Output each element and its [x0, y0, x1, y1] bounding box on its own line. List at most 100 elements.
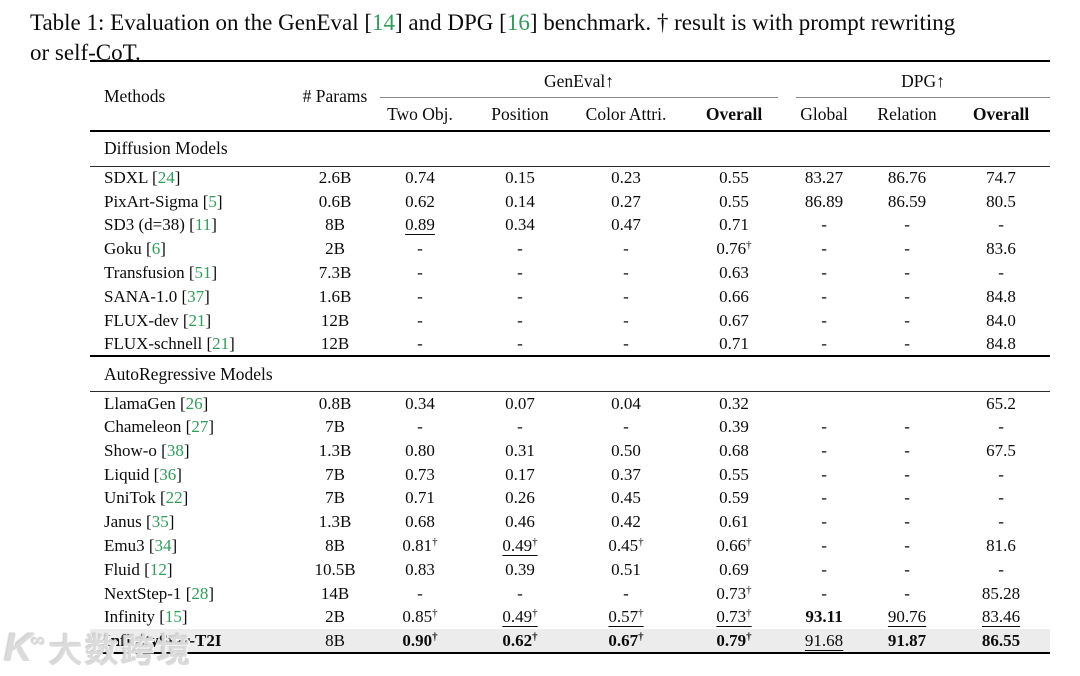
metric-value: -: [904, 464, 910, 484]
value-cell: 0.49†: [470, 534, 570, 558]
value-cell: -: [952, 487, 1050, 511]
section-row: AutoRegressive Models: [90, 355, 1051, 392]
params-cell: 8B: [325, 215, 345, 235]
metric-value: -: [821, 464, 827, 484]
value-cell: -: [370, 237, 470, 261]
citation-link[interactable]: 21: [188, 310, 206, 330]
table-row: Fluid [12] 10.5B 0.83 0.39 0.51 0.69 - - -: [90, 558, 1050, 582]
citation-link[interactable]: 38: [166, 440, 184, 460]
metric-value: -: [623, 333, 629, 353]
metric-value: -: [821, 417, 827, 437]
method-cell: FLUX-schnell [21]: [104, 333, 235, 353]
citation-link[interactable]: 37: [187, 286, 205, 306]
metric-value: 84.8: [986, 333, 1016, 353]
citation-link[interactable]: 12: [149, 559, 167, 579]
metric-value: 0.73†: [716, 607, 752, 627]
metric-value: -: [517, 417, 523, 437]
metric-value: -: [417, 239, 423, 259]
metric-value: 84.0: [986, 310, 1016, 330]
method-name: InfinityStar-T2I: [104, 630, 222, 650]
metric-value: -: [821, 263, 827, 283]
citation-link[interactable]: 36: [159, 464, 177, 484]
metric-value: -: [904, 263, 910, 283]
value-cell: 86.55: [952, 629, 1050, 653]
metric-value: -: [904, 310, 910, 330]
citation-link[interactable]: 11: [194, 215, 212, 235]
citation-link[interactable]: 24: [157, 168, 175, 188]
col-header-params: # Params: [300, 61, 370, 132]
geneval-group-label: GenEval↑: [380, 71, 779, 98]
citation-link[interactable]: 22: [165, 488, 183, 508]
metric-value: 0.49†: [502, 607, 538, 627]
metric-value: -: [821, 215, 827, 235]
metric-value: 74.7: [986, 168, 1016, 188]
dagger-mark: †: [746, 630, 752, 643]
value-cell: -: [570, 415, 682, 439]
value-cell: 0.14: [470, 190, 570, 214]
value-cell: -: [470, 237, 570, 261]
citation-link[interactable]: 35: [151, 512, 169, 532]
metric-value: 0.74: [405, 168, 435, 188]
value-cell: 0.50: [570, 439, 682, 463]
metric-value: -: [517, 310, 523, 330]
value-cell: -: [370, 285, 470, 309]
value-cell: -: [786, 214, 862, 238]
method-cell: Goku [6]: [104, 239, 166, 259]
method-name: Transfusion: [104, 263, 185, 283]
citation-link[interactable]: 26: [185, 393, 203, 413]
value-cell: 80.5: [952, 190, 1050, 214]
citation-link[interactable]: 28: [191, 583, 209, 603]
metric-value: 86.76: [887, 168, 927, 188]
table-row: SDXL [24] 2.6B 0.74 0.15 0.23 0.55 83.27 86.76 7…: [90, 166, 1050, 190]
value-cell: 86.76: [862, 166, 952, 190]
value-cell: 0.34: [370, 391, 470, 415]
citation-link[interactable]: 15: [164, 607, 182, 627]
metric-value: -: [417, 333, 423, 353]
citation-link[interactable]: 5: [208, 191, 217, 211]
citation-link[interactable]: 6: [151, 239, 161, 259]
table-row: FLUX-dev [21] 12B - - - 0.67 - - 84.0: [90, 309, 1050, 333]
watermark: K∞ 大数跨境: [4, 624, 193, 672]
dagger-mark: †: [746, 239, 752, 252]
metric-value: 83.46: [981, 607, 1021, 627]
value-cell: 0.32: [682, 391, 786, 415]
value-cell: -: [862, 582, 952, 606]
value-cell: 0.39: [470, 558, 570, 582]
col-header-color-attri: Color Attri.: [570, 98, 682, 132]
value-cell: 0.26: [470, 487, 570, 511]
value-cell: -: [786, 463, 862, 487]
value-cell: -: [786, 582, 862, 606]
citation-link[interactable]: 51: [194, 263, 212, 283]
dagger-mark: †: [532, 630, 538, 643]
dagger-mark: †: [432, 536, 438, 549]
citation-link[interactable]: 27: [191, 417, 209, 437]
method-name: FLUX-schnell: [104, 333, 203, 353]
metric-value: 0.73†: [716, 583, 752, 603]
params-cell: 14B: [320, 583, 350, 603]
metric-value: 0.83: [405, 559, 435, 579]
value-cell: 0.27: [570, 190, 682, 214]
caption-citation[interactable]: 16: [506, 10, 530, 35]
value-cell: -: [862, 510, 952, 534]
citation-link[interactable]: 21: [212, 333, 230, 353]
value-cell: 0.85†: [370, 606, 470, 630]
dagger-mark: †: [532, 607, 538, 620]
citation-link[interactable]: 34: [154, 536, 172, 556]
value-cell: 0.73: [370, 463, 470, 487]
metric-value: -: [904, 239, 910, 259]
value-cell: 0.55: [682, 190, 786, 214]
metric-value: 0.45: [611, 488, 641, 508]
value-cell: 0.62†: [470, 629, 570, 653]
metric-value: -: [623, 286, 629, 306]
method-cell: InfinityStar-T2I: [90, 629, 300, 653]
value-cell: 91.87: [862, 629, 952, 653]
table-row: Janus [35] 1.3B 0.68 0.46 0.42 0.61 - - -: [90, 510, 1050, 534]
method-cell: Emu3 [34]: [104, 536, 178, 556]
metric-value: -: [821, 583, 827, 603]
table-row: LlamaGen [26] 0.8B 0.34 0.07 0.04 0.32 65.2: [90, 391, 1050, 415]
metric-value: 86.59: [887, 191, 927, 211]
value-cell: -: [786, 285, 862, 309]
method-cell: PixArt-Sigma [5]: [104, 191, 223, 211]
metric-value: 0.26: [505, 488, 535, 508]
caption-citation[interactable]: 14: [372, 10, 396, 35]
